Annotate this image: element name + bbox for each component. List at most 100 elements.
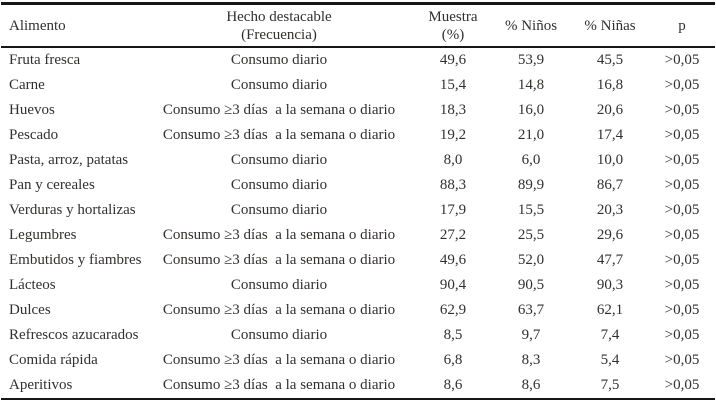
header-pct-ninas-label: % Niñas <box>584 18 636 34</box>
header-muestra-line1: Muestra <box>428 9 478 25</box>
cell-frecuencia: Consumo diario <box>230 152 328 168</box>
table-row: Refrescos azucarados Consumo diario 8,5 … <box>1 323 715 348</box>
cell-muestra: 62,9 <box>439 302 467 318</box>
cell-muestra: 15,4 <box>439 77 467 93</box>
cell-p-value: >0,05 <box>664 302 700 318</box>
cell-pct-ninos: 63,7 <box>517 302 545 318</box>
cell-muestra: 17,9 <box>439 202 467 218</box>
cell-alimento: Embutidos y fiambres <box>9 252 142 268</box>
cell-pct-ninos: 89,9 <box>517 177 545 193</box>
cell-pct-ninas: 5,4 <box>600 352 620 368</box>
cell-frecuencia: Consumo ≥3 días a la semana o diario <box>162 127 396 143</box>
table-row: Comida rápida Consumo ≥3 días a la seman… <box>1 348 715 373</box>
cell-alimento: Pescado <box>9 127 59 143</box>
cell-frecuencia: Consumo ≥3 días a la semana o diario <box>162 352 396 368</box>
header-p-value: p <box>649 3 715 48</box>
cell-alimento: Huevos <box>9 102 55 118</box>
table-header: Alimento Hecho destacable (Frecuencia) M… <box>1 3 715 48</box>
cell-p-value: >0,05 <box>664 152 700 168</box>
cell-pct-ninas: 7,4 <box>600 327 620 343</box>
cell-frecuencia: Consumo diario <box>230 52 328 68</box>
header-alimento: Alimento <box>1 3 143 48</box>
cell-muestra: 88,3 <box>439 177 467 193</box>
cell-muestra: 90,4 <box>439 277 467 293</box>
header-alimento-label: Alimento <box>9 18 66 34</box>
cell-muestra: 49,6 <box>439 52 467 68</box>
cell-pct-ninos: 14,8 <box>517 77 545 93</box>
header-hecho-line1: Hecho destacable <box>226 9 332 25</box>
cell-p-value: >0,05 <box>664 177 700 193</box>
cell-pct-ninas: 20,3 <box>596 202 624 218</box>
cell-pct-ninos: 8,3 <box>521 352 541 368</box>
cell-pct-ninos: 8,6 <box>521 377 541 393</box>
cell-alimento: Pan y cereales <box>9 177 95 193</box>
cell-alimento: Refrescos azucarados <box>9 327 139 343</box>
cell-pct-ninos: 90,5 <box>517 277 545 293</box>
header-hecho-destacable: Hecho destacable (Frecuencia) <box>143 3 415 48</box>
table-row: Aperitivos Consumo ≥3 días a la semana o… <box>1 373 715 399</box>
cell-p-value: >0,05 <box>664 227 700 243</box>
header-hecho-line2: (Frecuencia) <box>241 27 317 43</box>
header-pct-ninos: % Niños <box>491 3 571 48</box>
cell-p-value: >0,05 <box>664 77 700 93</box>
cell-pct-ninos: 6,0 <box>521 152 541 168</box>
cell-alimento: Legumbres <box>9 227 77 243</box>
cell-frecuencia: Consumo ≥3 días a la semana o diario <box>162 377 396 393</box>
cell-p-value: >0,05 <box>664 352 700 368</box>
cell-frecuencia: Consumo diario <box>230 327 328 343</box>
header-row: Alimento Hecho destacable (Frecuencia) M… <box>1 3 715 48</box>
cell-p-value: >0,05 <box>664 102 700 118</box>
cell-frecuencia: Consumo ≥3 días a la semana o diario <box>162 302 396 318</box>
cell-pct-ninas: 16,8 <box>596 77 624 93</box>
cell-p-value: >0,05 <box>664 327 700 343</box>
table-row: Huevos Consumo ≥3 días a la semana o dia… <box>1 98 715 123</box>
cell-pct-ninas: 62,1 <box>596 302 624 318</box>
table-row: Fruta fresca Consumo diario 49,6 53,9 45… <box>1 47 715 73</box>
cell-p-value: >0,05 <box>664 52 700 68</box>
table-row: Pescado Consumo ≥3 días a la semana o di… <box>1 123 715 148</box>
cell-pct-ninos: 25,5 <box>517 227 545 243</box>
cell-pct-ninos: 52,0 <box>517 252 545 268</box>
cell-alimento: Verduras y hortalizas <box>9 202 136 218</box>
header-muestra: Muestra (%) <box>415 3 491 48</box>
cell-frecuencia: Consumo diario <box>230 277 328 293</box>
table-body: Fruta fresca Consumo diario 49,6 53,9 45… <box>1 47 715 399</box>
cell-muestra: 8,0 <box>443 152 463 168</box>
header-p-value-label: p <box>678 18 686 34</box>
cell-pct-ninas: 29,6 <box>596 227 624 243</box>
cell-pct-ninas: 10,0 <box>596 152 624 168</box>
cell-p-value: >0,05 <box>664 252 700 268</box>
cell-pct-ninos: 9,7 <box>521 327 541 343</box>
cell-alimento: Carne <box>9 77 45 93</box>
cell-pct-ninos: 15,5 <box>517 202 545 218</box>
cell-pct-ninas: 17,4 <box>596 127 624 143</box>
table-row: Lácteos Consumo diario 90,4 90,5 90,3 >0… <box>1 273 715 298</box>
table-row: Pan y cereales Consumo diario 88,3 89,9 … <box>1 173 715 198</box>
cell-alimento: Pasta, arroz, patatas <box>9 152 129 168</box>
cell-pct-ninas: 20,6 <box>596 102 624 118</box>
cell-pct-ninos: 21,0 <box>517 127 545 143</box>
cell-frecuencia: Consumo ≥3 días a la semana o diario <box>162 102 396 118</box>
cell-alimento: Aperitivos <box>9 377 73 393</box>
cell-p-value: >0,05 <box>664 277 700 293</box>
cell-pct-ninos: 53,9 <box>517 52 545 68</box>
header-muestra-line2: (%) <box>441 27 465 43</box>
cell-muestra: 8,6 <box>443 377 463 393</box>
cell-pct-ninas: 86,7 <box>596 177 624 193</box>
table-row: Dulces Consumo ≥3 días a la semana o dia… <box>1 298 715 323</box>
cell-frecuencia: Consumo diario <box>230 77 328 93</box>
cell-frecuencia: Consumo ≥3 días a la semana o diario <box>162 227 396 243</box>
cell-alimento: Lácteos <box>9 277 56 293</box>
table-row: Carne Consumo diario 15,4 14,8 16,8 >0,0… <box>1 73 715 98</box>
table-row: Legumbres Consumo ≥3 días a la semana o … <box>1 223 715 248</box>
cell-p-value: >0,05 <box>664 377 700 393</box>
cell-frecuencia: Consumo diario <box>230 202 328 218</box>
cell-pct-ninas: 47,7 <box>596 252 624 268</box>
cell-muestra: 49,6 <box>439 252 467 268</box>
cell-pct-ninas: 7,5 <box>600 377 620 393</box>
header-pct-ninos-label: % Niños <box>504 18 558 34</box>
cell-pct-ninas: 90,3 <box>596 277 624 293</box>
header-pct-ninas: % Niñas <box>571 3 649 48</box>
cell-pct-ninas: 45,5 <box>596 52 624 68</box>
